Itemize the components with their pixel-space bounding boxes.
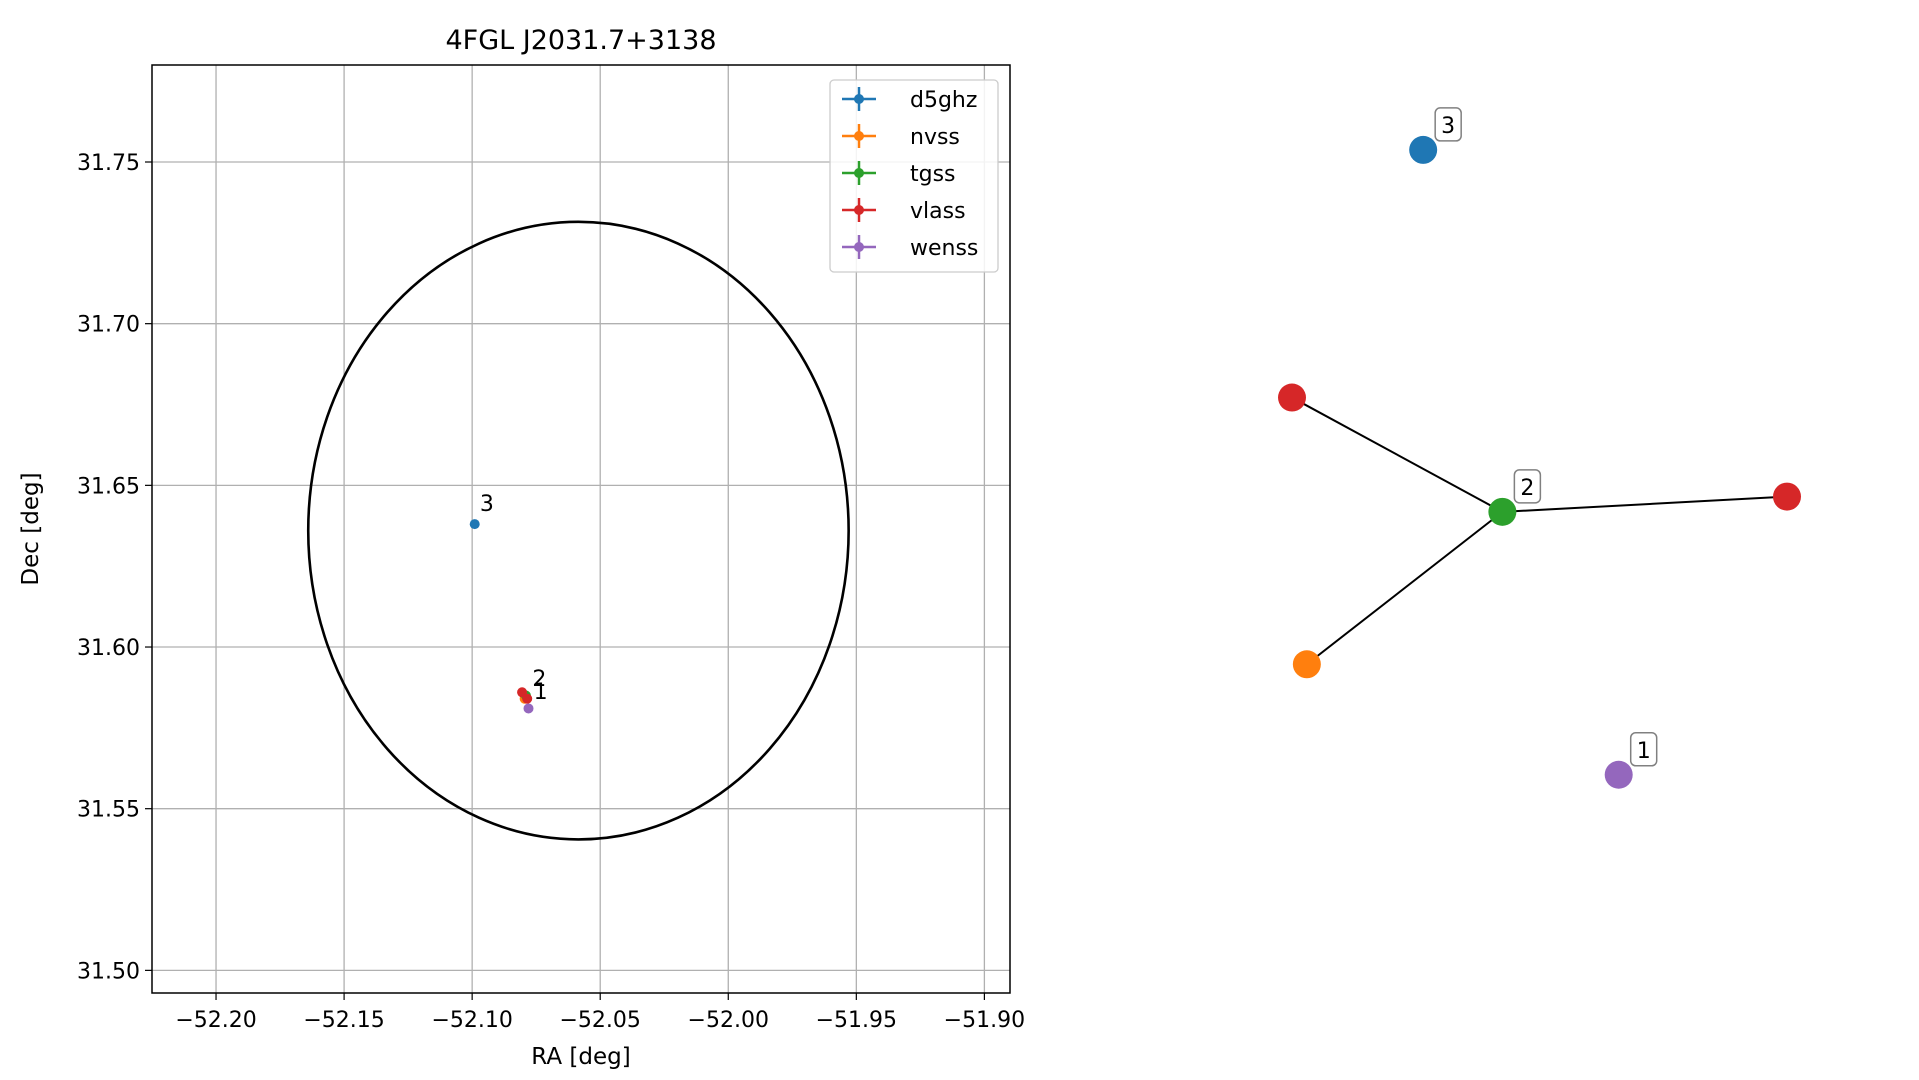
network-node-labels: 3 2 1 [1434, 107, 1658, 767]
point-annotation: 3 [480, 492, 494, 517]
point-d5ghz [469, 519, 480, 530]
legend-entry-d5ghz: d5ghz [842, 87, 977, 113]
node-label-box [1629, 732, 1658, 767]
network-edge [1502, 495, 1788, 513]
legend-marker-dot [854, 205, 864, 215]
network-node [1292, 650, 1321, 679]
legend-marker-dot [854, 131, 864, 141]
legend-entry-vlass: vlass [842, 198, 966, 224]
x-axis-label: RA [deg] [531, 1044, 630, 1070]
legend-entry-tgss: tgss [842, 161, 956, 187]
network-node [1278, 383, 1306, 412]
x-tick-label: −51.90 [944, 1008, 1025, 1033]
node-label: 2 [1513, 469, 1542, 504]
legend-label: wenss [910, 236, 978, 261]
legend-marker-dot [854, 94, 864, 104]
legend-label: nvss [910, 125, 960, 150]
legend-entry-wenss: wenss [842, 235, 978, 261]
y-tick-label: 31.60 [77, 636, 140, 661]
network-graph: 3 2 1 [1278, 107, 1801, 789]
network-edge [1306, 511, 1503, 666]
point-wenss [523, 703, 534, 714]
y-tick-label: 31.65 [77, 474, 140, 499]
x-axis-ticks: −52.20 −52.15 −52.10 −52.05 −52.00 −51.95 −51.… [175, 993, 1025, 1033]
point-annotation: 2 [532, 667, 546, 692]
node-label-text: 1 [1637, 739, 1651, 764]
x-tick-label: −52.10 [431, 1008, 512, 1033]
legend-entry-nvss: nvss [842, 124, 960, 150]
node-label: 1 [1629, 732, 1658, 767]
legend-label: vlass [910, 199, 966, 224]
x-tick-label: −52.20 [175, 1008, 256, 1033]
y-tick-label: 31.75 [77, 151, 140, 176]
network-edge [1291, 396, 1503, 513]
y-tick-label: 31.50 [77, 959, 140, 984]
legend-label: tgss [910, 162, 956, 187]
node-label-text: 2 [1520, 476, 1534, 501]
legend-box [829, 79, 999, 273]
legend-marker-dot [854, 168, 864, 178]
point-annotations: 3 21 [480, 492, 548, 705]
network-node [1488, 497, 1517, 526]
x-tick-label: −52.05 [559, 1008, 640, 1033]
node-label-text: 3 [1441, 114, 1455, 139]
y-tick-label: 31.55 [77, 798, 140, 823]
left-chart: 3 21 −52.20 −52.15 −52.10 −52.05 −52.00 −51.95… [18, 25, 1025, 1070]
network-node [1773, 482, 1801, 511]
legend-marker-dot [854, 242, 864, 252]
x-tick-label: −52.00 [688, 1008, 769, 1033]
y-axis-label: Dec [deg] [18, 472, 44, 585]
node-label-box [1434, 107, 1462, 142]
axes-frame [151, 64, 1011, 994]
network-node [1604, 760, 1633, 789]
data-points [469, 519, 534, 714]
node-label-box [1513, 469, 1542, 504]
y-axis-ticks: 31.50 31.55 31.60 31.65 31.70 31.75 [77, 151, 152, 984]
point-annotation: 1 [534, 680, 548, 705]
node-label: 3 [1434, 107, 1462, 142]
legend-label: d5ghz [910, 88, 977, 113]
error-ellipse-layer [306, 220, 850, 841]
x-tick-label: −52.15 [303, 1008, 384, 1033]
legend: d5ghz nvss tgss vlass wenss [829, 79, 999, 273]
x-tick-label: −51.95 [816, 1008, 897, 1033]
network-nodes [1278, 135, 1801, 789]
chart-title: 4FGL J2031.7+3138 [445, 25, 716, 56]
error-ellipse [306, 220, 850, 841]
point-vlass [522, 693, 533, 704]
y-tick-label: 31.70 [77, 313, 140, 338]
network-edges [1291, 396, 1788, 666]
network-node [1409, 135, 1438, 164]
